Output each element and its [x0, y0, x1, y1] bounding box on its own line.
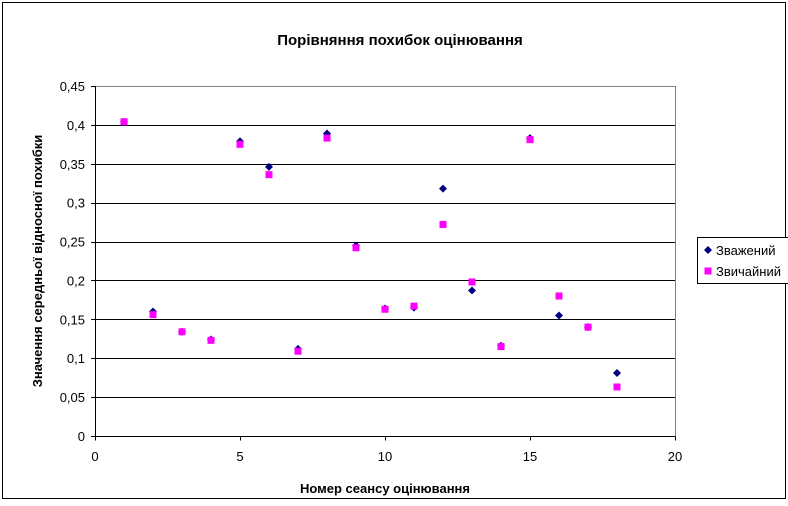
data-point-zvychainyi: [150, 311, 157, 318]
data-point-zvychainyi: [121, 118, 128, 125]
data-point-zvychainyi: [556, 293, 563, 300]
x-tick-label: 15: [523, 449, 537, 464]
y-tick-label: 0,4: [67, 118, 85, 133]
y-tick-label: 0: [78, 429, 85, 444]
y-tick-label: 0,25: [60, 235, 85, 250]
legend-item-zvychainyi-label: Звичайний: [716, 264, 781, 279]
data-point-zvychainyi: [527, 136, 534, 143]
x-tick-label: 0: [91, 449, 98, 464]
data-point-zvychainyi: [324, 135, 331, 142]
data-point-zvychainyi: [208, 337, 215, 344]
legend-item-zvazhenyi-label: Зважений: [716, 243, 775, 258]
y-tick-label: 0,05: [60, 390, 85, 405]
data-point-zvychainyi: [382, 306, 389, 313]
data-point-zvychainyi: [440, 221, 447, 228]
x-tick-label: 10: [378, 449, 392, 464]
data-point-zvychainyi: [295, 348, 302, 355]
data-point-zvychainyi: [585, 324, 592, 331]
plot-area: [96, 87, 676, 437]
x-axis-label: Номер сеансу оцінювання: [300, 481, 470, 496]
y-tick-label: 0,35: [60, 157, 85, 172]
y-tick-label: 0,45: [60, 79, 85, 94]
y-tick-label: 0,15: [60, 312, 85, 327]
data-point-zvychainyi: [469, 279, 476, 286]
legend-item-zvychainyi-marker: [705, 268, 712, 275]
y-tick-label: 0,3: [67, 196, 85, 211]
data-point-zvychainyi: [614, 384, 621, 391]
data-point-zvychainyi: [179, 328, 186, 335]
data-point-zvychainyi: [237, 141, 244, 148]
data-point-zvychainyi: [498, 343, 505, 350]
y-tick-label: 0,1: [67, 351, 85, 366]
x-tick-label: 20: [668, 449, 682, 464]
x-tick-label: 5: [236, 449, 243, 464]
legend: Зважений Звичайний: [698, 238, 788, 284]
data-point-zvychainyi: [353, 244, 360, 251]
y-tick-label: 0,2: [67, 273, 85, 288]
y-axis-label: Значення середньої відносної похибки: [30, 135, 45, 388]
data-point-zvychainyi: [411, 303, 418, 310]
data-point-zvychainyi: [266, 171, 273, 178]
chart-title: Порівняння похибок оцінювання: [277, 32, 523, 49]
